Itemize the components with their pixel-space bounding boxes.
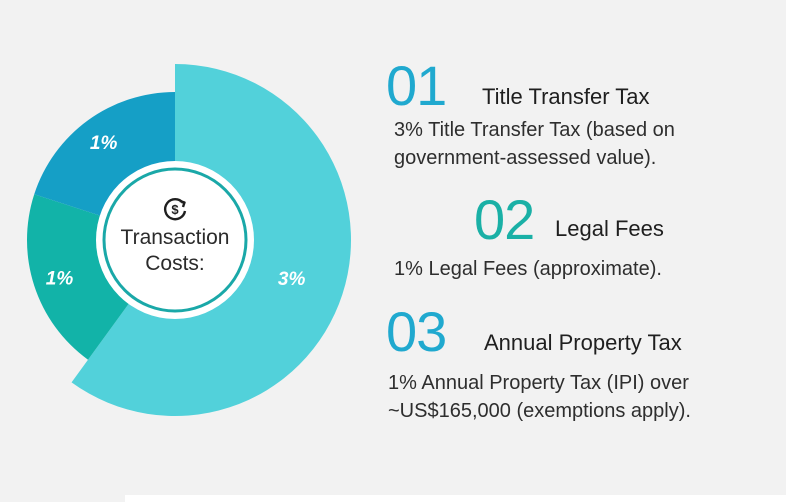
dollar-cycle-icon: $ [164, 198, 187, 221]
donut-slice-1 [71, 64, 352, 416]
slice-label-2: 1% [46, 269, 74, 290]
center-line-2: Costs: [145, 252, 205, 275]
center-outer-ring [96, 161, 254, 319]
item-number-02: 02 [474, 188, 535, 251]
item-number-01: 01 [386, 54, 447, 117]
item-desc-legal-fees: 1% Legal Fees (approximate). [394, 258, 662, 280]
item-number-03: 03 [386, 300, 447, 363]
item-desc-title-transfer-2: government-assessed value). [394, 147, 657, 169]
item-desc-property-tax-2: ~US$165,000 (exemptions apply). [388, 400, 691, 422]
donut-chart: 3% 1% 1% [27, 64, 352, 416]
item-heading-title-transfer: Title Transfer Tax [482, 84, 650, 109]
center-line-1: Transaction [120, 226, 230, 249]
donut-slices [27, 64, 352, 416]
slice-labels: 3% 1% 1% [46, 133, 306, 290]
center-inner-ring [102, 167, 248, 313]
item-desc-property-tax-1: 1% Annual Property Tax (IPI) over [388, 372, 689, 394]
item-heading-property-tax: Annual Property Tax [484, 330, 682, 355]
slice-label-3: 1% [90, 133, 118, 154]
svg-text:$: $ [171, 202, 179, 217]
donut-slice-2 [27, 194, 130, 360]
item-heading-legal-fees: Legal Fees [555, 216, 664, 241]
center-label-block: $ Transaction Costs: [97, 183, 253, 303]
item-desc-title-transfer-1: 3% Title Transfer Tax (based on [394, 119, 675, 141]
donut-slice-3 [34, 92, 175, 216]
slice-label-1: 3% [278, 269, 306, 290]
